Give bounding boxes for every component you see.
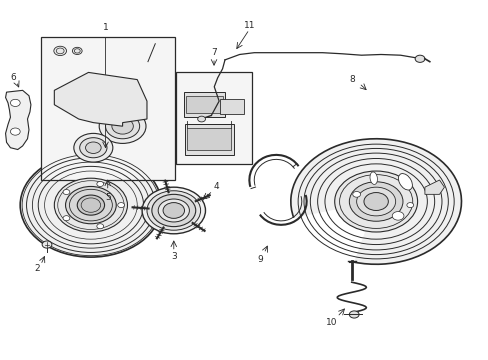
- Circle shape: [363, 193, 387, 211]
- Bar: [183, 92, 224, 117]
- Wedge shape: [288, 202, 375, 266]
- Circle shape: [72, 47, 82, 54]
- Circle shape: [352, 192, 360, 197]
- Circle shape: [10, 99, 20, 107]
- Circle shape: [99, 109, 146, 143]
- Circle shape: [77, 195, 104, 215]
- Circle shape: [163, 203, 184, 219]
- Bar: [176, 72, 251, 164]
- Circle shape: [74, 134, 113, 162]
- Bar: [184, 125, 233, 155]
- Circle shape: [406, 203, 413, 208]
- Circle shape: [197, 116, 205, 122]
- Circle shape: [85, 142, 101, 153]
- Ellipse shape: [369, 172, 377, 184]
- Circle shape: [391, 212, 403, 220]
- Circle shape: [63, 216, 70, 221]
- Text: 7: 7: [211, 48, 217, 57]
- Circle shape: [42, 241, 52, 248]
- Bar: [220, 99, 244, 114]
- Text: 9: 9: [257, 255, 263, 264]
- Circle shape: [290, 139, 461, 264]
- Text: 6: 6: [10, 73, 16, 82]
- Circle shape: [142, 187, 205, 234]
- Text: 4: 4: [213, 181, 219, 190]
- Circle shape: [158, 199, 189, 222]
- Polygon shape: [5, 90, 31, 149]
- Text: 8: 8: [349, 75, 355, 84]
- Circle shape: [97, 181, 103, 186]
- Circle shape: [147, 191, 200, 230]
- Text: 2: 2: [34, 265, 40, 274]
- Circle shape: [152, 194, 195, 226]
- Text: 11: 11: [243, 21, 255, 30]
- Ellipse shape: [398, 174, 411, 190]
- Circle shape: [105, 114, 140, 139]
- Circle shape: [54, 178, 127, 232]
- Text: 3: 3: [171, 252, 176, 261]
- Bar: [187, 128, 231, 149]
- Polygon shape: [54, 72, 147, 126]
- Bar: [41, 37, 174, 180]
- Circle shape: [54, 46, 66, 55]
- Text: 10: 10: [325, 318, 336, 327]
- Circle shape: [356, 187, 395, 216]
- Circle shape: [63, 189, 70, 194]
- Circle shape: [414, 55, 424, 62]
- Circle shape: [334, 171, 417, 232]
- Circle shape: [10, 128, 20, 135]
- Circle shape: [80, 138, 107, 158]
- Circle shape: [97, 224, 103, 229]
- Circle shape: [20, 153, 161, 257]
- Circle shape: [65, 186, 116, 224]
- Bar: [185, 96, 222, 113]
- Circle shape: [112, 118, 133, 134]
- Circle shape: [348, 182, 402, 221]
- Text: 1: 1: [102, 23, 108, 32]
- Circle shape: [348, 311, 358, 318]
- Polygon shape: [424, 180, 444, 194]
- Text: 5: 5: [104, 193, 110, 202]
- Circle shape: [118, 203, 124, 208]
